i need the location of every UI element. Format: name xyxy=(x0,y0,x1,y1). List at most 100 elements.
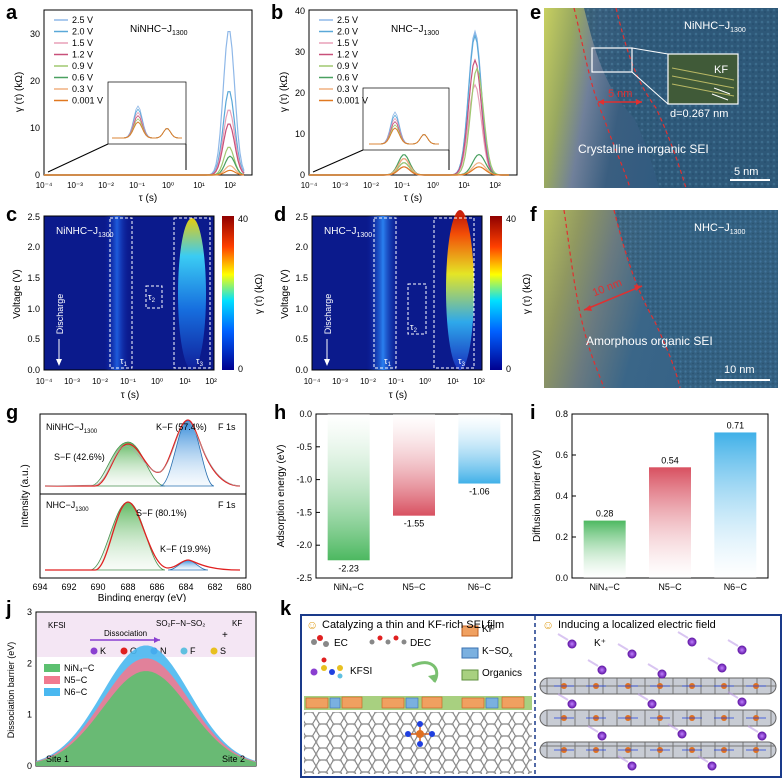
bar xyxy=(393,414,435,516)
bar-value-label: 0.54 xyxy=(661,455,679,465)
panel-c-heatmap: NiNHC−J1300 Discharge τ1 τ2 τ3 40 0 γ (τ… xyxy=(12,212,265,401)
panel-d-title: NHC−J1300 xyxy=(324,226,372,239)
y-tick: 20 xyxy=(30,76,40,86)
legend-label: NiN₄−C xyxy=(64,663,95,673)
panel-c-title: NiNHC−J1300 xyxy=(56,226,114,239)
x-category-label: N5−C xyxy=(402,582,426,592)
tem-image-f: NHC−J1300 10 nm Amorphous organic SEI 10… xyxy=(544,210,778,388)
x-tick: 10⁻³ xyxy=(332,181,348,190)
bar xyxy=(714,432,757,578)
k-right-title: Inducing a localized electric field xyxy=(558,619,716,631)
legend-kf: KF xyxy=(482,624,495,635)
atom-legend-dot xyxy=(120,647,128,655)
legend-label: 1.2 V xyxy=(72,50,93,60)
svg-text:10⁻¹: 10⁻¹ xyxy=(388,377,404,386)
panel-k-letter: k xyxy=(280,598,292,620)
y-tick: 40 xyxy=(295,6,305,16)
svg-text:10¹: 10¹ xyxy=(179,377,191,386)
tem-f-title: NHC−J1300 xyxy=(694,222,746,237)
x-tick: 10¹ xyxy=(458,181,470,190)
svg-text:10¹: 10¹ xyxy=(447,377,459,386)
legend-label: 2.5 V xyxy=(337,15,358,25)
svg-text:10⁻¹: 10⁻¹ xyxy=(120,377,136,386)
svg-text:Binding energy (eV): Binding energy (eV) xyxy=(98,593,186,602)
svg-text:10⁰: 10⁰ xyxy=(151,377,163,386)
x-tick: 10² xyxy=(224,181,236,190)
legend-kso: K−SOx xyxy=(482,646,513,659)
k-ion xyxy=(657,669,667,679)
x-tick: 10⁻⁴ xyxy=(301,181,318,190)
svg-text:KFSI: KFSI xyxy=(48,621,66,630)
x-tick: 10⁻³ xyxy=(67,181,83,190)
x-category-label: N6−C xyxy=(724,582,748,592)
bar-value-label: -1.06 xyxy=(469,487,490,497)
x-tick: 10² xyxy=(489,181,501,190)
svg-text:10⁻⁴: 10⁻⁴ xyxy=(36,377,53,386)
panel-e-letter: e xyxy=(530,2,542,24)
legend-label: 0.6 V xyxy=(337,73,358,83)
legend-swatch xyxy=(44,676,60,684)
svg-text:10⁻⁴: 10⁻⁴ xyxy=(304,377,321,386)
y-tick: 1 xyxy=(27,710,32,720)
legend-label: 1.2 V xyxy=(337,50,358,60)
svg-text:0.0: 0.0 xyxy=(27,365,40,375)
sei-thickness-label: 5 nm xyxy=(608,88,633,100)
panel-g-xps: NiNHC−J1300 F 1s K−F (57.4%) S−F (42.6%)… xyxy=(20,413,252,602)
tau-3-label: τ3 xyxy=(196,356,204,368)
legend-label: 0.9 V xyxy=(337,61,358,71)
x-category-label: N5−C xyxy=(658,582,682,592)
panel-j-letter: j xyxy=(6,598,12,620)
y-tick: -1.5 xyxy=(296,507,312,517)
svg-text:10²: 10² xyxy=(205,377,217,386)
svg-text:40: 40 xyxy=(506,214,516,224)
k-ion xyxy=(757,731,767,741)
panel-c-letter: c xyxy=(6,204,18,226)
y-tick: 0 xyxy=(35,170,40,180)
x-tick: 10⁻² xyxy=(363,181,379,190)
bar xyxy=(327,414,370,561)
legend-organics: Organics xyxy=(482,668,523,679)
svg-text:1.5: 1.5 xyxy=(295,273,308,283)
y-tick: 0.4 xyxy=(555,491,568,501)
x-category-label: N6−C xyxy=(468,582,492,592)
legend-label: 0.001 V xyxy=(337,96,368,106)
k-ion xyxy=(687,637,697,647)
d-spacing-label: d=0.267 nm xyxy=(670,108,729,120)
svg-text:Dissociation: Dissociation xyxy=(104,629,147,638)
svg-text:10⁻²: 10⁻² xyxy=(360,377,376,386)
svg-text:0.5: 0.5 xyxy=(295,334,308,344)
k-ion xyxy=(597,665,607,675)
svg-text:τ (s): τ (s) xyxy=(121,390,139,401)
k-ion xyxy=(627,649,637,659)
y-tick: 0 xyxy=(27,761,32,771)
y-axis-label: γ (τ) (kΩ) xyxy=(14,72,25,112)
atom-legend-dot xyxy=(90,647,98,655)
atom-legend-label: F xyxy=(190,646,196,656)
svg-text:690: 690 xyxy=(90,582,105,592)
discharge-label: Discharge xyxy=(55,294,65,335)
kf-inset-label: KF xyxy=(714,64,729,76)
legend-label: 0.001 V xyxy=(72,96,103,106)
g-bot-title: NHC−J1300 xyxy=(46,500,89,513)
panel-h-bar-chart: 0.0 -0.5 -1.0 -1.5 -2.0 -2.5 -2.23 NiN₄−C -1.55 N… xyxy=(276,409,513,592)
panel-b-chart: NHC−J1300 2.5 V 2.0 V1.5 V 1.2 V0.9 V 0.6 V… xyxy=(279,6,518,204)
smiley-icon: ☺ xyxy=(306,618,319,632)
y-tick: -2.5 xyxy=(296,573,312,583)
y-tick: 20 xyxy=(295,88,305,98)
k-left-title: Catalyzing a thin and KF-rich SEI film xyxy=(322,619,505,631)
x-tick: 10⁻¹ xyxy=(129,181,145,190)
y-tick: 30 xyxy=(295,47,305,57)
atom-legend-label: K xyxy=(100,646,106,656)
panel-b-letter: b xyxy=(271,2,284,24)
panel-d-letter: d xyxy=(274,204,287,226)
k-ion xyxy=(567,639,577,649)
svg-text:694: 694 xyxy=(32,582,47,592)
drt-curve xyxy=(309,166,510,176)
atom-legend-label: S xyxy=(220,646,226,656)
x-tick: 10⁰ xyxy=(162,181,174,190)
svg-text:692: 692 xyxy=(61,582,76,592)
svg-text:Voltage (V): Voltage (V) xyxy=(12,269,23,318)
tem-f-caption: Amorphous organic SEI xyxy=(586,334,713,348)
sf-bot-label: S−F (80.1%) xyxy=(136,508,187,518)
svg-text:10²: 10² xyxy=(473,377,485,386)
